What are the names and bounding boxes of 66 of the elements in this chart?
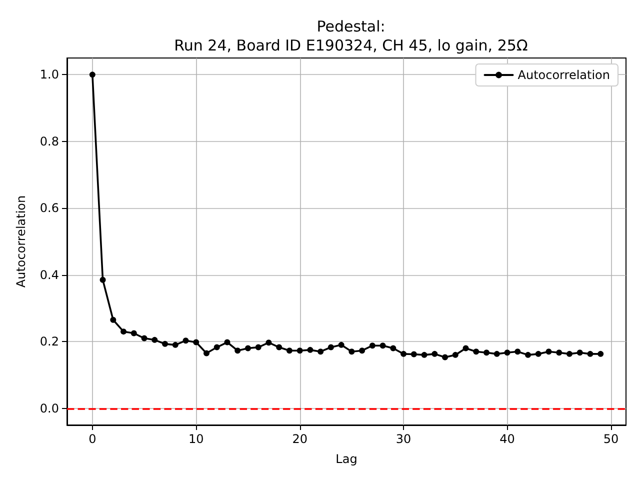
point — [410, 351, 417, 358]
point — [390, 345, 396, 352]
point — [318, 348, 324, 355]
point — [193, 339, 200, 346]
y-tick-label: 0.4 — [40, 268, 59, 282]
point — [514, 348, 521, 355]
point — [484, 350, 490, 356]
point — [286, 348, 292, 354]
point — [120, 328, 127, 335]
y-axis-title: Autocorrelation — [14, 195, 28, 288]
point — [307, 346, 314, 353]
point — [380, 342, 386, 349]
y-tick-label: 0.2 — [40, 334, 59, 349]
point — [494, 350, 500, 357]
y-tick-label: 1.0 — [40, 68, 59, 82]
point — [100, 276, 106, 283]
point — [182, 338, 189, 344]
point — [598, 350, 604, 357]
point — [473, 348, 480, 355]
point — [338, 342, 344, 348]
x-tick-label: 30 — [396, 432, 412, 446]
x-axis-title: Lag — [336, 452, 358, 466]
y-tick-label: 0.6 — [40, 201, 59, 216]
point — [214, 344, 220, 350]
point — [504, 350, 510, 356]
point — [546, 348, 552, 355]
point — [400, 350, 407, 357]
point — [442, 354, 448, 360]
point — [556, 350, 562, 356]
point — [587, 350, 594, 357]
point — [162, 340, 168, 347]
point — [525, 352, 531, 358]
point — [130, 330, 137, 336]
point — [89, 72, 96, 78]
chart-title: Pedestal: Run 24, Board ID E190324, CH 45, lo gain, 25Ω — [174, 18, 528, 54]
point — [369, 342, 376, 349]
point — [234, 348, 241, 354]
point — [432, 350, 438, 357]
point — [203, 350, 210, 356]
point — [421, 352, 428, 358]
point — [244, 345, 251, 352]
point — [152, 336, 158, 343]
point — [255, 344, 262, 350]
point — [296, 348, 303, 354]
point — [141, 335, 148, 342]
point — [359, 348, 366, 354]
point — [452, 352, 458, 358]
y-tick-label: 0.8 — [40, 134, 59, 148]
point — [172, 342, 178, 348]
point — [328, 344, 334, 350]
x-tick-label: 50 — [603, 432, 619, 446]
y-tick-label: 0.0 — [40, 401, 59, 416]
point — [224, 339, 230, 346]
point — [576, 350, 583, 356]
point — [276, 344, 282, 350]
point — [462, 345, 469, 352]
point — [566, 350, 572, 357]
x-tick-label: 0 — [88, 432, 96, 446]
x-tick-label: 20 — [292, 432, 308, 446]
point — [348, 348, 355, 355]
point — [535, 350, 542, 357]
point — [266, 340, 272, 346]
x-tick-label: 10 — [188, 432, 204, 446]
point — [110, 316, 116, 323]
legend-label: Autocorrelation — [518, 68, 610, 82]
x-tick-label: 40 — [500, 432, 515, 446]
